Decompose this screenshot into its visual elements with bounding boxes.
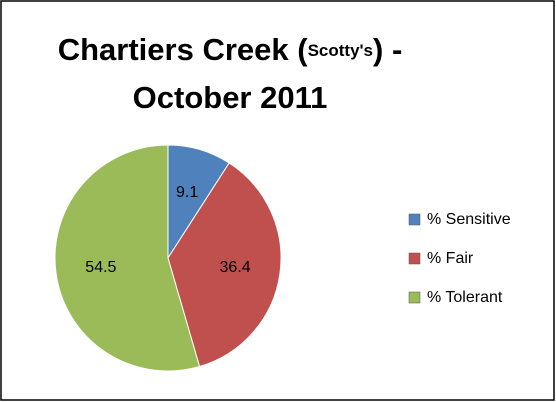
legend-label: % Sensitive (427, 211, 511, 228)
legend-swatch (408, 213, 421, 226)
pie-slice (167, 162, 282, 368)
legend-swatch (408, 291, 421, 304)
legend-label: % Tolerant (427, 289, 503, 306)
data-label: 54.5 (85, 259, 116, 276)
pie-slice (54, 144, 201, 372)
title-part: Chartiers Creek ( (58, 32, 309, 67)
data-label: 36.4 (220, 259, 251, 276)
legend-swatch (408, 252, 421, 265)
legend-label: % Fair (427, 250, 474, 267)
chart-title-line2: October 2011 (133, 80, 328, 115)
data-label: 9.1 (176, 184, 198, 201)
title-part: ) - (373, 32, 402, 67)
chart-title-line1: Chartiers Creek (Scotty's) - (58, 32, 403, 67)
title-part: Scotty's (308, 41, 373, 60)
